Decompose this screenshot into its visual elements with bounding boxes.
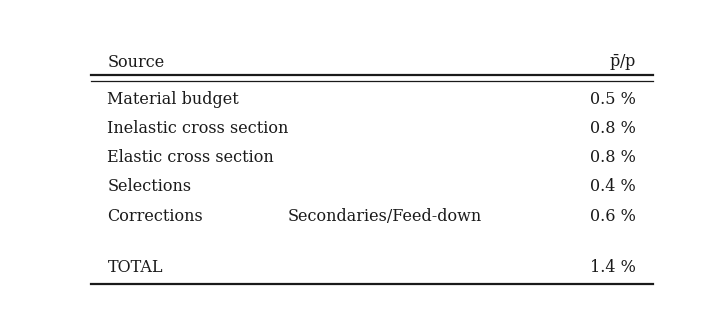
Text: 0.8 %: 0.8 % (589, 120, 636, 137)
Text: 0.8 %: 0.8 % (589, 149, 636, 166)
Text: Secondaries/Feed-down: Secondaries/Feed-down (287, 208, 481, 225)
Text: $\bar{\mathregular{p}}$/p: $\bar{\mathregular{p}}$/p (608, 52, 636, 73)
Text: 0.5 %: 0.5 % (589, 91, 636, 108)
Text: 1.4 %: 1.4 % (589, 258, 636, 276)
Text: Selections: Selections (107, 179, 191, 195)
Text: TOTAL: TOTAL (107, 258, 163, 276)
Text: Corrections: Corrections (107, 208, 203, 225)
Text: Source: Source (107, 54, 165, 71)
Text: 0.6 %: 0.6 % (589, 208, 636, 225)
Text: Elastic cross section: Elastic cross section (107, 149, 274, 166)
Text: Inelastic cross section: Inelastic cross section (107, 120, 289, 137)
Text: 0.4 %: 0.4 % (590, 179, 636, 195)
Text: Material budget: Material budget (107, 91, 239, 108)
